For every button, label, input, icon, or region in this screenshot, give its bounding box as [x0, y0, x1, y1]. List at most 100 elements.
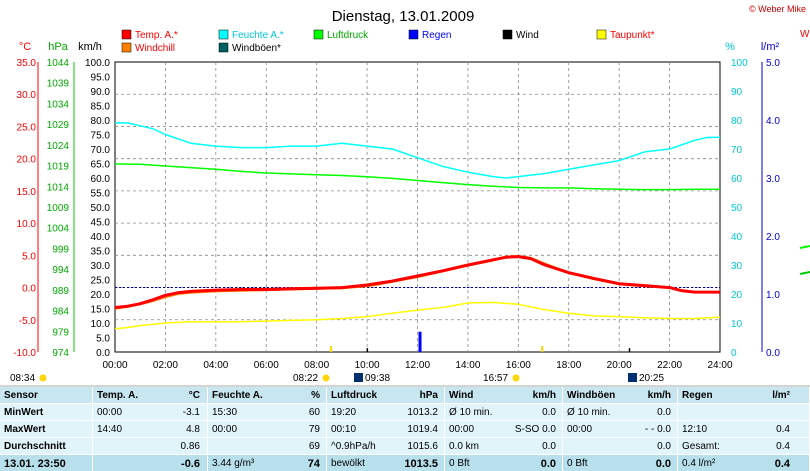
temp-tick-label: -10.0 [13, 348, 36, 359]
x-tick-label: 20:00 [607, 360, 632, 371]
temp-axis-label: °C [19, 41, 31, 53]
table-value: 0.0 [540, 458, 556, 470]
wind-tick-label: 80.0 [91, 116, 111, 127]
legend-swatch [218, 29, 229, 40]
table-value: 14:40 [97, 424, 123, 435]
table-cell-bg [563, 438, 677, 454]
humidity-tick-label: 40 [731, 232, 743, 243]
table-cell-bg [445, 404, 562, 420]
legend-swatch [596, 29, 607, 40]
wind-tick-label: 40.0 [91, 232, 111, 243]
table-cell-bg [678, 438, 809, 454]
moon-icon [354, 373, 363, 382]
wind-tick-label: 20.0 [91, 290, 111, 301]
legend-label: Temp. A.* [135, 30, 178, 41]
x-tick-label: 22:00 [657, 360, 682, 371]
table-value: 1013.2 [407, 407, 438, 418]
legend-label: Wind [516, 30, 539, 41]
x-tick-label: 14:00 [455, 360, 480, 371]
table-value: 1015.6 [407, 441, 438, 452]
series-line [114, 255, 720, 310]
table-value: 0.4 [776, 424, 790, 435]
temp-tick-label: 0.0 [22, 284, 36, 295]
temp-tick-label: 35.0 [17, 58, 37, 69]
table-value: S-SO 0.0 [514, 424, 556, 435]
x-tick-label: 08:00 [304, 360, 329, 371]
temp-tick-label: 10.0 [17, 219, 37, 230]
table-cell-bg [93, 438, 207, 454]
pressure-tick-label: 1014 [47, 182, 70, 193]
table-cell-bg [563, 455, 677, 471]
sunrise-time: 08:34 [10, 373, 35, 384]
table-cell-bg [563, 387, 677, 403]
chart-title: Dienstag, 13.01.2009 [332, 8, 475, 25]
legend-label: Regen [422, 30, 451, 41]
humidity-tick-label: 50 [731, 203, 743, 214]
table-cell-bg [678, 387, 809, 403]
table-value: 13.01. 23:50 [4, 458, 66, 470]
moonset-time: 20:25 [639, 373, 664, 384]
table-header: Feuchte A. [212, 390, 263, 401]
table-value: 0.4 l/m² [682, 458, 716, 469]
table-cell-bg [208, 404, 326, 420]
wind-tick-label: 70.0 [91, 145, 111, 156]
table-cell-bg [445, 438, 562, 454]
table-value: 0.0 [542, 407, 556, 418]
table-cell-bg [327, 438, 444, 454]
x-tick-label: 24:00 [707, 360, 732, 371]
legend-label: Windböen* [232, 43, 281, 54]
table-header: hPa [419, 390, 438, 401]
rain-axis-label: l/m² [761, 41, 780, 53]
wind-tick-label: 65.0 [91, 160, 111, 171]
wind-tick-label: 10.0 [91, 319, 111, 330]
table-cell-bg [93, 404, 207, 420]
wind-tick-label: 0.0 [96, 348, 110, 359]
table-value: 0.0 [542, 441, 556, 452]
moonrise-time: 09:38 [365, 373, 390, 384]
legend: Temp. A.* Feuchte A.* Luftdruck Regen Wind Ta… [121, 29, 655, 54]
table-cell-bg [327, 404, 444, 420]
table-value: 0 Bft [449, 458, 470, 469]
table-value: 00:10 [331, 424, 357, 435]
wind-tick-label: 45.0 [91, 218, 111, 229]
pressure-tick-label: 994 [52, 265, 69, 276]
table-header: km/h [647, 390, 671, 401]
weather-chart: Dienstag, 13.01.2009 © Weber Mike Temp. … [0, 4, 810, 387]
table-value: Durchschnitt [4, 441, 66, 452]
table-cell-bg [678, 404, 809, 420]
pressure-tick-label: 979 [52, 327, 69, 338]
rain-tick-label: 5.0 [766, 58, 780, 69]
table-cell-bg [208, 438, 326, 454]
wind-tick-label: 55.0 [91, 189, 111, 200]
table-value: 79 [308, 424, 320, 435]
table-value: 00:00 [567, 424, 593, 435]
axis-labels: °C hPa km/h % l/m² [19, 41, 780, 53]
temp-tick-label: 25.0 [17, 122, 37, 133]
table-value: 1013.5 [404, 458, 438, 470]
table-cell-bg [678, 455, 809, 471]
legend-swatch [502, 29, 513, 40]
plot-grid [114, 61, 721, 353]
series-lines [114, 122, 721, 352]
x-tick-label: 12:00 [405, 360, 430, 371]
table-header: °C [188, 390, 200, 401]
humidity-tick-label: 70 [731, 145, 743, 156]
table-value: MinWert [4, 407, 44, 418]
pressure-tick-label: 1009 [47, 203, 70, 214]
humidity-tick-label: 100 [731, 58, 748, 69]
pressure-tick-label: 984 [52, 307, 69, 318]
table-value: 0.0 [657, 441, 671, 452]
table-cell-bg [327, 455, 444, 471]
table-value: 0.0 [657, 407, 671, 418]
pressure-tick-label: 1034 [47, 99, 70, 110]
x-tick-label: 06:00 [254, 360, 279, 371]
wind-tick-label: 90.0 [91, 87, 111, 98]
table-value: Gesamt: [682, 441, 720, 452]
edge-mark [799, 271, 810, 275]
table-cell-bg [208, 455, 326, 471]
legend-swatch [121, 42, 132, 53]
x-tick-label: 16:00 [506, 360, 531, 371]
wind-mark [366, 348, 369, 352]
table-cell-bg [327, 421, 444, 437]
table-value: ^0.9hPa/h [331, 441, 376, 452]
